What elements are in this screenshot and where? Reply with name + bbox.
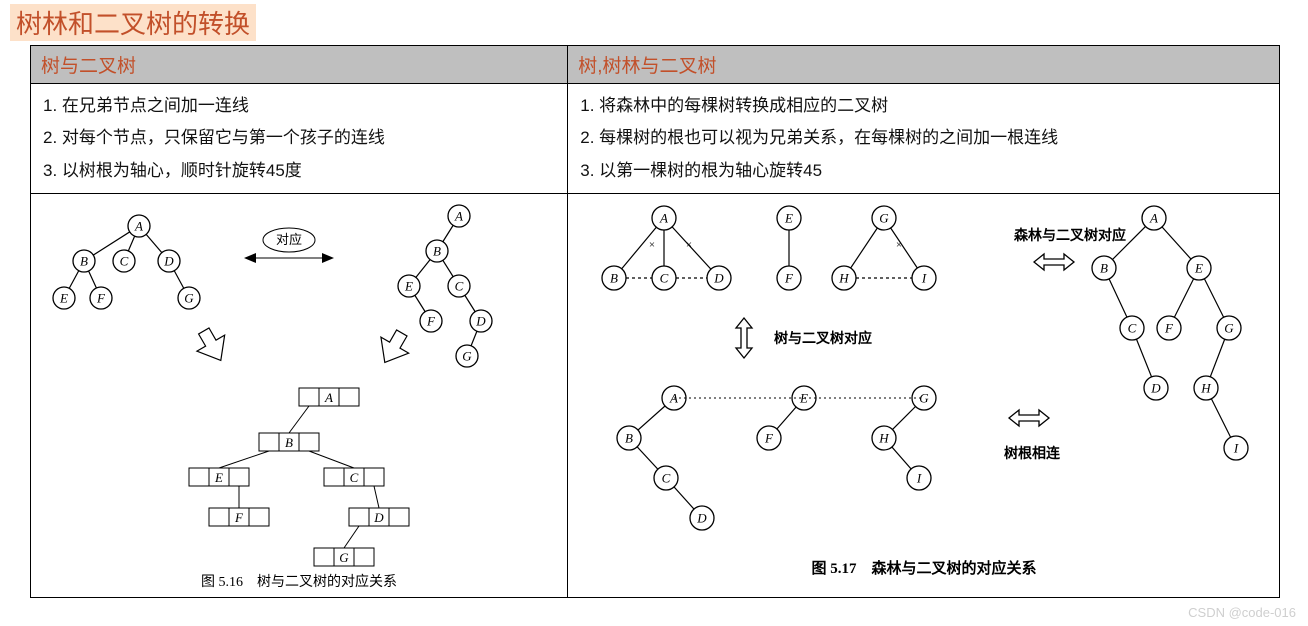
svg-text:B: B	[610, 270, 618, 285]
rule: 3. 以树根为轴心，顺时针旋转45度	[43, 155, 555, 187]
svg-text:G: G	[462, 348, 472, 363]
figure-5-17: × × A B C D E F × G H I 森林与二叉树对应树与二叉树对应 A B C D E F G H I 树根相连…	[574, 198, 1274, 593]
svg-text:A: A	[669, 390, 678, 405]
svg-text:×: ×	[686, 239, 692, 251]
svg-text:E: E	[214, 470, 223, 485]
rule: 1. 将森林中的每棵树转换成相应的二叉树	[580, 90, 1267, 122]
svg-text:H: H	[838, 270, 849, 285]
svg-text:D: D	[373, 510, 384, 525]
svg-text:F: F	[426, 313, 436, 328]
svg-text:F: F	[784, 270, 794, 285]
svg-text:树与二叉树对应: 树与二叉树对应	[774, 330, 872, 347]
svg-text:F: F	[234, 510, 244, 525]
svg-text:F: F	[96, 290, 106, 305]
rule: 3. 以第一棵树的根为轴心旋转45	[580, 155, 1267, 187]
svg-text:×: ×	[649, 239, 655, 251]
header-right: 树,树林与二叉树	[568, 46, 1280, 84]
svg-text:图 5.16 树与二叉树的对应关系: 图 5.16 树与二叉树的对应关系	[201, 573, 397, 590]
svg-text:H: H	[1200, 380, 1211, 395]
page-title: 树林和二叉树的转换	[10, 4, 256, 41]
svg-text:D: D	[713, 270, 724, 285]
svg-text:森林与二叉树对应: 森林与二叉树对应	[1014, 227, 1126, 244]
svg-text:D: D	[696, 510, 707, 525]
svg-text:E: E	[1194, 260, 1203, 275]
svg-text:H: H	[878, 430, 889, 445]
svg-text:B: B	[80, 253, 88, 268]
svg-text:对应: 对应	[276, 232, 302, 247]
header-left: 树与二叉树	[31, 46, 568, 84]
svg-text:C: C	[661, 470, 670, 485]
svg-text:I: I	[920, 270, 926, 285]
svg-text:A: A	[134, 218, 143, 233]
figure-5-16: A B C D E F G 对应 A B E C F D G A B E C F D G 图 5.16 树与二叉树的对应关系	[39, 198, 559, 593]
rule: 2. 每棵树的根也可以视为兄弟关系，在每棵树的之间加一根连线	[580, 122, 1267, 154]
svg-text:C: C	[350, 470, 359, 485]
svg-text:C: C	[455, 278, 464, 293]
svg-text:D: D	[163, 253, 174, 268]
svg-text:G: G	[339, 550, 349, 565]
svg-text:F: F	[764, 430, 774, 445]
svg-text:C: C	[659, 270, 668, 285]
svg-text:I: I	[915, 470, 921, 485]
svg-text:E: E	[784, 210, 793, 225]
svg-text:A: A	[659, 210, 668, 225]
svg-text:B: B	[285, 435, 293, 450]
figure-left-cell: A B C D E F G 对应 A B E C F D G A B E C F D G 图 5.16 树与二叉树的对应关系	[31, 193, 568, 597]
svg-text:G: G	[879, 210, 889, 225]
rule: 2. 对每个节点，只保留它与第一个孩子的连线	[43, 122, 555, 154]
svg-text:E: E	[59, 290, 68, 305]
svg-text:F: F	[1164, 320, 1174, 335]
svg-text:G: G	[1224, 320, 1234, 335]
svg-text:×: ×	[896, 239, 902, 251]
svg-text:树根相连: 树根相连	[1004, 445, 1061, 462]
svg-text:图 5.17 森林与二叉树的对应关系: 图 5.17 森林与二叉树的对应关系	[811, 559, 1036, 577]
svg-text:G: G	[184, 290, 194, 305]
svg-text:A: A	[454, 208, 463, 223]
svg-text:A: A	[324, 390, 333, 405]
rules-right: 1. 将森林中的每棵树转换成相应的二叉树 2. 每棵树的根也可以视为兄弟关系，在…	[568, 84, 1280, 194]
svg-text:D: D	[475, 313, 486, 328]
svg-text:A: A	[1149, 210, 1158, 225]
svg-text:D: D	[1150, 380, 1161, 395]
conversion-table: 树与二叉树 树,树林与二叉树 1. 在兄弟节点之间加一连线 2. 对每个节点，只…	[30, 45, 1280, 598]
rules-left: 1. 在兄弟节点之间加一连线 2. 对每个节点，只保留它与第一个孩子的连线 3.…	[31, 84, 568, 194]
svg-text:I: I	[1232, 440, 1238, 455]
figure-right-cell: × × A B C D E F × G H I 森林与二叉树对应树与二叉树对应 A B C D E F G H I 树根相连…	[568, 193, 1280, 597]
svg-text:E: E	[404, 278, 413, 293]
rule: 1. 在兄弟节点之间加一连线	[43, 90, 555, 122]
svg-text:B: B	[1100, 260, 1108, 275]
svg-text:B: B	[433, 243, 441, 258]
svg-text:B: B	[625, 430, 633, 445]
svg-text:C: C	[120, 253, 129, 268]
svg-text:C: C	[1127, 320, 1136, 335]
watermark: CSDN @code-016	[1188, 605, 1296, 620]
